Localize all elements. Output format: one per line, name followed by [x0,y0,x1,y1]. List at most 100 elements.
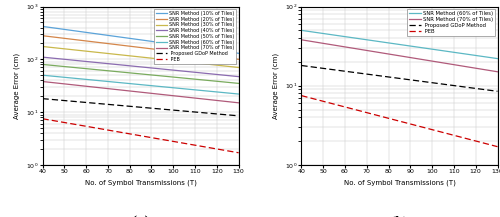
 Proposed GDoP Method [362,73,368,75]
 PEB [494,145,500,148]
SNR Method (60% of Tiles) [181,87,187,90]
SNR Method (60% of Tiles) [63,76,69,79]
SNR Method (40% of Tiles) [117,64,123,66]
Line:  PEB: PEB [42,119,238,153]
SNR Method (40% of Tiles) [63,58,69,61]
Line: SNR Method (20% of Tiles): SNR Method (20% of Tiles) [42,36,238,59]
X-axis label: No. of Symbol Transmissions (T): No. of Symbol Transmissions (T) [344,180,456,186]
SNR Method (10% of Tiles) [182,45,188,47]
SNR Method (70% of Tiles) [117,89,123,91]
SNR Method (20% of Tiles) [182,52,188,54]
 PEB [422,127,428,129]
 PEB [63,122,69,124]
Line:  Proposed GDoP Method: Proposed GDoP Method [42,99,238,116]
 PEB [117,131,123,133]
SNR Method (10% of Tiles) [40,25,46,28]
 PEB [104,128,110,131]
SNR Method (20% of Tiles) [236,58,242,61]
SNR Method (50% of Tiles) [40,63,46,66]
SNR Method (50% of Tiles) [181,77,187,79]
SNR Method (30% of Tiles) [63,48,69,50]
SNR Method (10% of Tiles) [181,44,187,47]
SNR Method (70% of Tiles) [63,83,69,85]
Text: (a): (a) [132,216,150,217]
SNR Method (60% of Tiles) [376,40,382,43]
SNR Method (60% of Tiles) [182,88,188,90]
SNR Method (10% of Tiles) [163,42,169,45]
SNR Method (10% of Tiles) [104,34,110,36]
SNR Method (60% of Tiles) [441,49,447,52]
 Proposed GDoP Method [40,97,46,100]
 Proposed GDoP Method [322,67,328,70]
SNR Method (60% of Tiles) [298,29,304,32]
Line: SNR Method (70% of Tiles): SNR Method (70% of Tiles) [302,40,498,72]
SNR Method (20% of Tiles) [163,49,169,52]
SNR Method (70% of Tiles) [440,62,446,64]
SNR Method (10% of Tiles) [236,52,242,55]
 Proposed GDoP Method [117,104,123,107]
SNR Method (30% of Tiles) [163,58,169,61]
SNR Method (60% of Tiles) [236,93,242,95]
 PEB [236,151,242,154]
SNR Method (50% of Tiles) [163,75,169,78]
 PEB [440,131,446,134]
 Proposed GDoP Method [422,81,428,83]
SNR Method (10% of Tiles) [63,28,69,31]
SNR Method (40% of Tiles) [40,56,46,58]
SNR Method (70% of Tiles) [376,51,382,54]
SNR Method (50% of Tiles) [117,71,123,73]
SNR Method (30% of Tiles) [236,66,242,69]
SNR Method (50% of Tiles) [63,65,69,68]
Line:  Proposed GDoP Method: Proposed GDoP Method [302,66,498,91]
 PEB [362,111,368,113]
SNR Method (60% of Tiles) [440,49,446,52]
Y-axis label: Average Error (cm): Average Error (cm) [14,53,20,119]
Line: SNR Method (30% of Tiles): SNR Method (30% of Tiles) [42,46,238,67]
Text: (b): (b) [390,216,408,217]
SNR Method (70% of Tiles) [236,102,242,104]
 Proposed GDoP Method [494,90,500,93]
SNR Method (60% of Tiles) [362,38,368,41]
SNR Method (70% of Tiles) [182,96,188,98]
SNR Method (30% of Tiles) [40,45,46,48]
SNR Method (60% of Tiles) [322,33,328,35]
 PEB [181,142,187,145]
SNR Method (60% of Tiles) [104,80,110,83]
SNR Method (40% of Tiles) [236,75,242,78]
SNR Method (60% of Tiles) [422,47,428,49]
SNR Method (50% of Tiles) [182,77,188,79]
SNR Method (30% of Tiles) [104,52,110,55]
SNR Method (40% of Tiles) [181,70,187,72]
Line: SNR Method (70% of Tiles): SNR Method (70% of Tiles) [42,82,238,103]
Line:  PEB: PEB [302,96,498,147]
SNR Method (20% of Tiles) [117,44,123,46]
SNR Method (60% of Tiles) [163,86,169,88]
 PEB [182,142,188,145]
SNR Method (60% of Tiles) [40,74,46,77]
SNR Method (50% of Tiles) [236,82,242,85]
SNR Method (30% of Tiles) [182,61,188,63]
SNR Method (70% of Tiles) [298,38,304,41]
 PEB [322,100,328,103]
SNR Method (50% of Tiles) [104,69,110,72]
SNR Method (20% of Tiles) [181,51,187,54]
SNR Method (30% of Tiles) [117,54,123,56]
Y-axis label: Average Error (cm): Average Error (cm) [272,53,279,119]
SNR Method (70% of Tiles) [163,94,169,96]
SNR Method (60% of Tiles) [117,81,123,84]
 Proposed GDoP Method [182,110,188,112]
Line: SNR Method (60% of Tiles): SNR Method (60% of Tiles) [302,30,498,59]
Line: SNR Method (10% of Tiles): SNR Method (10% of Tiles) [42,26,238,53]
SNR Method (20% of Tiles) [40,35,46,37]
SNR Method (70% of Tiles) [362,49,368,51]
 Proposed GDoP Method [104,103,110,105]
 PEB [376,115,382,117]
SNR Method (30% of Tiles) [181,60,187,63]
 Proposed GDoP Method [236,115,242,117]
SNR Method (70% of Tiles) [441,62,447,64]
SNR Method (70% of Tiles) [104,87,110,90]
Line: SNR Method (50% of Tiles): SNR Method (50% of Tiles) [42,64,238,83]
Line: SNR Method (40% of Tiles): SNR Method (40% of Tiles) [42,57,238,77]
 Proposed GDoP Method [298,64,304,67]
SNR Method (20% of Tiles) [104,42,110,45]
